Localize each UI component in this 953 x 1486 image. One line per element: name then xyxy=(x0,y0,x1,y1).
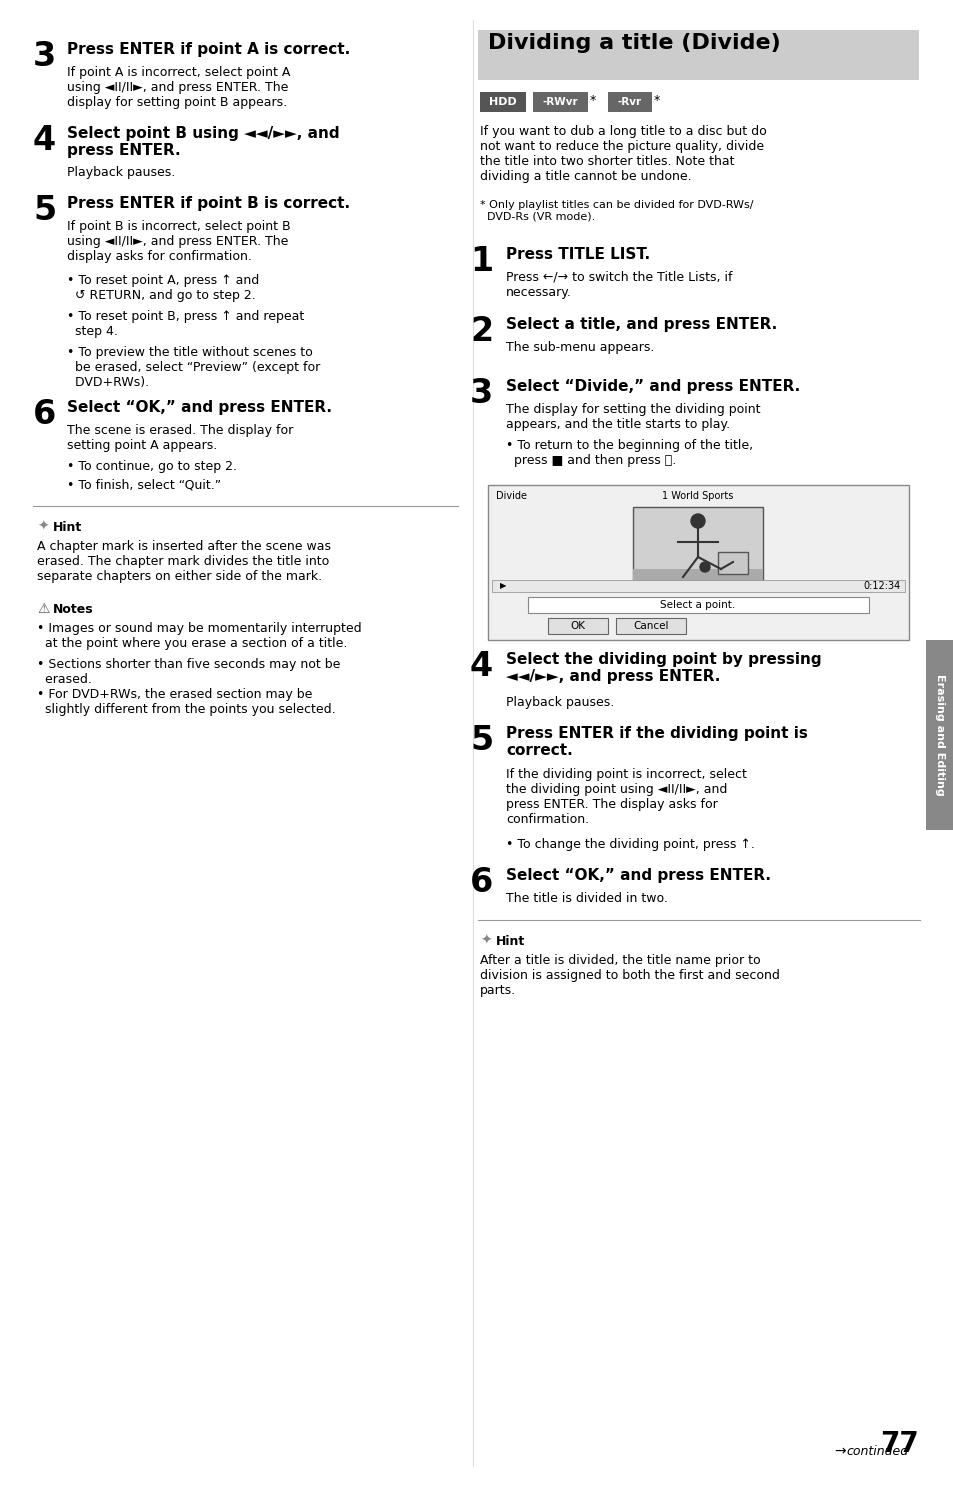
Text: • To preview the title without scenes to
  be erased, select “Preview” (except f: • To preview the title without scenes to… xyxy=(67,346,320,389)
Text: 4: 4 xyxy=(33,123,56,158)
Text: ✦: ✦ xyxy=(37,520,49,533)
Text: A chapter mark is inserted after the scene was
erased. The chapter mark divides : A chapter mark is inserted after the sce… xyxy=(37,539,331,583)
Text: Press ENTER if the dividing point is
correct.: Press ENTER if the dividing point is cor… xyxy=(505,727,807,758)
FancyBboxPatch shape xyxy=(488,484,908,640)
Text: Select a point.: Select a point. xyxy=(659,600,735,609)
Text: • Images or sound may be momentarily interrupted
  at the point where you erase : • Images or sound may be momentarily int… xyxy=(37,623,361,649)
Text: -Rvr: -Rvr xyxy=(618,97,641,107)
Text: 1 World Sports: 1 World Sports xyxy=(661,490,733,501)
Text: * Only playlist titles can be divided for DVD-RWs/
  DVD-Rs (VR mode).: * Only playlist titles can be divided fo… xyxy=(479,201,753,221)
Text: Press TITLE LIST.: Press TITLE LIST. xyxy=(505,247,649,262)
Text: • For DVD+RWs, the erased section may be
  slightly different from the points yo: • For DVD+RWs, the erased section may be… xyxy=(37,688,335,716)
Text: Select “Divide,” and press ENTER.: Select “Divide,” and press ENTER. xyxy=(505,379,800,394)
Text: Press ENTER if point B is correct.: Press ENTER if point B is correct. xyxy=(67,196,350,211)
Text: HDD: HDD xyxy=(489,97,517,107)
Text: • To change the dividing point, press ↑.: • To change the dividing point, press ↑. xyxy=(505,838,754,851)
Text: Select the dividing point by pressing
◄◄/►►, and press ENTER.: Select the dividing point by pressing ◄◄… xyxy=(505,652,821,685)
Text: OK: OK xyxy=(570,621,585,632)
Text: • To continue, go to step 2.: • To continue, go to step 2. xyxy=(67,461,236,473)
Text: *: * xyxy=(654,94,659,107)
Text: If the dividing point is incorrect, select
the dividing point using ◄II/II►, and: If the dividing point is incorrect, sele… xyxy=(505,768,746,826)
Text: Press ←/→ to switch the Title Lists, if
necessary.: Press ←/→ to switch the Title Lists, if … xyxy=(505,270,732,299)
Text: →: → xyxy=(833,1444,844,1458)
Text: Select “OK,” and press ENTER.: Select “OK,” and press ENTER. xyxy=(505,868,770,883)
Text: Select point B using ◄◄/►►, and
press ENTER.: Select point B using ◄◄/►►, and press EN… xyxy=(67,126,339,159)
Text: Playback pauses.: Playback pauses. xyxy=(505,695,614,709)
Text: Hint: Hint xyxy=(53,522,82,533)
Text: 1: 1 xyxy=(470,245,493,278)
Text: • To return to the beginning of the title,
  press ■ and then press ⏮.: • To return to the beginning of the titl… xyxy=(505,438,752,467)
Text: If point A is incorrect, select point A
using ◄II/II►, and press ENTER. The
disp: If point A is incorrect, select point A … xyxy=(67,65,290,108)
Text: Dividing a title (Divide): Dividing a title (Divide) xyxy=(488,33,780,53)
Text: After a title is divided, the title name prior to
division is assigned to both t: After a title is divided, the title name… xyxy=(479,954,779,997)
FancyBboxPatch shape xyxy=(925,640,953,831)
FancyBboxPatch shape xyxy=(616,618,685,635)
FancyBboxPatch shape xyxy=(547,618,607,635)
Text: 5: 5 xyxy=(470,724,493,756)
Text: If you want to dub a long title to a disc but do
not want to reduce the picture : If you want to dub a long title to a dis… xyxy=(479,125,766,183)
FancyBboxPatch shape xyxy=(477,30,918,80)
Text: 3: 3 xyxy=(33,40,56,73)
Text: 77: 77 xyxy=(880,1430,918,1458)
Text: Erasing and Editing: Erasing and Editing xyxy=(934,675,944,796)
Text: • To reset point A, press ↑ and
  ↺ RETURN, and go to step 2.: • To reset point A, press ↑ and ↺ RETURN… xyxy=(67,273,259,302)
FancyBboxPatch shape xyxy=(492,580,904,591)
Text: *: * xyxy=(589,94,596,107)
Text: Playback pauses.: Playback pauses. xyxy=(67,166,175,178)
Text: • To finish, select “Quit.”: • To finish, select “Quit.” xyxy=(67,478,221,490)
Text: The sub-menu appears.: The sub-menu appears. xyxy=(505,340,654,354)
Text: 0:12:34: 0:12:34 xyxy=(862,581,900,591)
Text: The scene is erased. The display for
setting point A appears.: The scene is erased. The display for set… xyxy=(67,424,293,452)
FancyBboxPatch shape xyxy=(718,551,747,574)
Text: The display for setting the dividing point
appears, and the title starts to play: The display for setting the dividing poi… xyxy=(505,403,760,431)
Text: -RWvr: -RWvr xyxy=(541,97,578,107)
Text: Cancel: Cancel xyxy=(633,621,668,632)
Text: • To reset point B, press ↑ and repeat
  step 4.: • To reset point B, press ↑ and repeat s… xyxy=(67,311,304,337)
Text: 2: 2 xyxy=(470,315,493,348)
Text: ⚠: ⚠ xyxy=(37,602,50,617)
Circle shape xyxy=(690,514,704,528)
FancyBboxPatch shape xyxy=(479,92,525,111)
Text: • Sections shorter than five seconds may not be
  erased.: • Sections shorter than five seconds may… xyxy=(37,658,340,687)
Text: Hint: Hint xyxy=(496,935,525,948)
FancyBboxPatch shape xyxy=(607,92,651,111)
Text: Divide: Divide xyxy=(496,490,526,501)
Text: 6: 6 xyxy=(470,866,493,899)
Text: continued: continued xyxy=(845,1444,907,1458)
FancyBboxPatch shape xyxy=(527,597,868,614)
FancyBboxPatch shape xyxy=(533,92,587,111)
Text: 6: 6 xyxy=(33,398,56,431)
Text: Press ENTER if point A is correct.: Press ENTER if point A is correct. xyxy=(67,42,350,56)
Text: Select a title, and press ENTER.: Select a title, and press ENTER. xyxy=(505,317,777,331)
Text: Notes: Notes xyxy=(53,603,93,617)
Text: Select “OK,” and press ENTER.: Select “OK,” and press ENTER. xyxy=(67,400,332,415)
FancyBboxPatch shape xyxy=(633,507,762,587)
Text: ✦: ✦ xyxy=(479,935,491,948)
Text: 4: 4 xyxy=(470,649,493,684)
Text: ▶: ▶ xyxy=(499,581,506,590)
Circle shape xyxy=(700,562,709,572)
Text: The title is divided in two.: The title is divided in two. xyxy=(505,892,667,905)
Text: 5: 5 xyxy=(33,195,56,227)
FancyBboxPatch shape xyxy=(633,569,762,587)
Text: 3: 3 xyxy=(470,377,493,410)
Text: If point B is incorrect, select point B
using ◄II/II►, and press ENTER. The
disp: If point B is incorrect, select point B … xyxy=(67,220,291,263)
